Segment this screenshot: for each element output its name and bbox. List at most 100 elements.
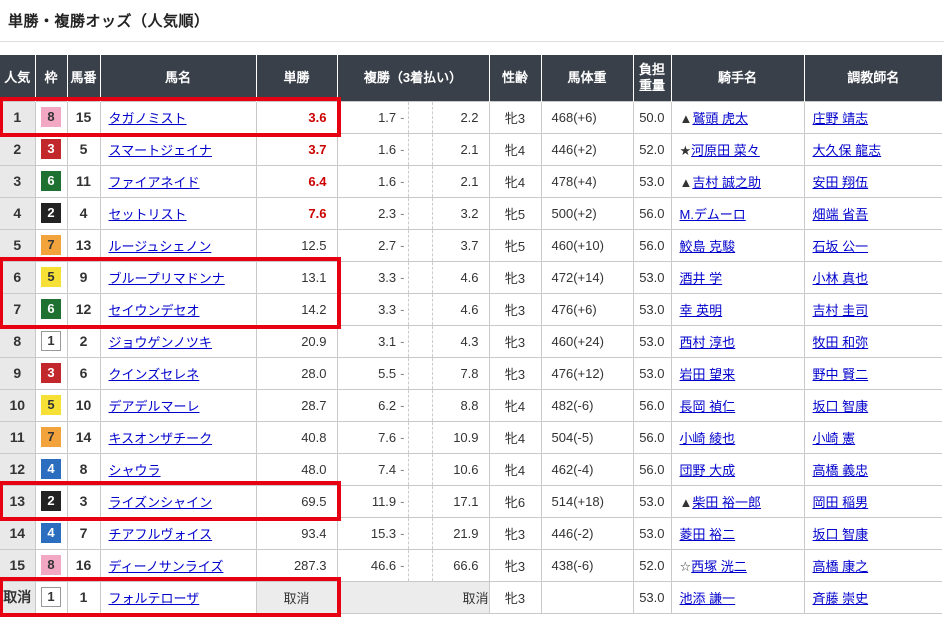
- header-number: 馬番: [66, 55, 100, 101]
- jockey-link[interactable]: 団野 大成: [679, 462, 736, 478]
- table-row: 11 7 14 キスオンザチーク 40.8 7.6- 10.9 牝4 504(-…: [0, 420, 943, 454]
- horse-name-link[interactable]: ライズンシャイン: [108, 494, 213, 510]
- table-row: 7 6 12 セイウンデセオ 14.2 3.3- 4.6 牝3 476(+6) …: [0, 292, 943, 326]
- horse-name-link[interactable]: クインズセレネ: [108, 366, 200, 382]
- horse-name-link[interactable]: セイウンデセオ: [108, 302, 200, 318]
- header-bracket: 枠: [34, 55, 67, 101]
- jockey-cell: 菱田 裕二: [670, 516, 805, 550]
- jockey-link[interactable]: 鮫島 克駿: [679, 238, 736, 254]
- trainer-link[interactable]: 野中 賢二: [812, 366, 869, 382]
- carried-weight-cell: 50.0: [632, 100, 672, 134]
- horse-name-link[interactable]: ジョウゲンノツキ: [108, 334, 212, 350]
- range-dash: -: [400, 333, 405, 349]
- horse-name-link[interactable]: タガノミスト: [108, 110, 187, 126]
- jockey-cell: ★河原田 菜々: [670, 132, 805, 166]
- jockey-link[interactable]: 柴田 裕一郎: [692, 494, 762, 510]
- horse-name-cell: キスオンザチーク: [99, 420, 257, 454]
- bracket-cell: 2: [34, 484, 68, 518]
- horse-name-cell: セットリスト: [99, 196, 257, 230]
- table-row: 10 5 10 デアデルマーレ 28.7 6.2- 8.8 牝4 482(-6)…: [0, 388, 943, 422]
- place-odds-max-cell: 2.2: [431, 100, 490, 134]
- trainer-link[interactable]: 小林 真也: [812, 270, 869, 286]
- weight-cell: 504(-5): [540, 420, 634, 454]
- sex-age-cell: 牝4: [488, 132, 542, 166]
- horse-number-cell: 3: [66, 484, 101, 518]
- apprentice-mark: ★: [679, 142, 692, 158]
- carried-weight-cell: 53.0: [632, 260, 672, 294]
- jockey-link[interactable]: 池添 謙一: [679, 590, 736, 606]
- bracket-cell: 3: [34, 132, 68, 166]
- jockey-link[interactable]: 吉村 誠之助: [692, 174, 762, 190]
- horse-name-cell: ジョウゲンノツキ: [99, 324, 257, 358]
- jockey-link[interactable]: 河原田 菜々: [691, 142, 760, 158]
- horse-name-cell: クインズセレネ: [99, 356, 257, 390]
- jockey-link[interactable]: 鷲頭 虎太: [692, 110, 749, 126]
- win-odds-cell: 93.4: [255, 516, 338, 550]
- horse-name-link[interactable]: キスオンザチーク: [108, 430, 213, 446]
- table-row: 4 2 4 セットリスト 7.6 2.3- 3.2 牝5 500(+2) 56.…: [0, 196, 943, 230]
- bracket-badge: 2: [41, 491, 61, 511]
- place-odds-max-cell: 4.3: [431, 324, 490, 358]
- trainer-link[interactable]: 小崎 憲: [812, 430, 856, 446]
- win-odds-cell: 287.3: [255, 548, 338, 582]
- horse-number-cell: 6: [66, 356, 101, 390]
- trainer-link[interactable]: 庄野 靖志: [812, 110, 869, 126]
- bracket-badge: 3: [41, 139, 61, 159]
- rank-cell: 2: [0, 132, 36, 166]
- trainer-link[interactable]: 石坂 公一: [812, 238, 869, 254]
- jockey-link[interactable]: M.デムーロ: [679, 206, 746, 222]
- jockey-link[interactable]: 幸 英明: [679, 302, 723, 318]
- jockey-link[interactable]: 西塚 洸二: [691, 558, 747, 574]
- horse-name-link[interactable]: ファイアネイド: [108, 174, 200, 190]
- table-row: 5 7 13 ルージュシェノン 12.5 2.7- 3.7 牝5 460(+10…: [0, 228, 943, 262]
- header-win: 単勝: [255, 55, 337, 101]
- range-dash: -: [400, 557, 405, 573]
- weight-cell: 478(+4): [540, 164, 634, 198]
- apprentice-mark: ▲: [679, 110, 693, 126]
- horse-name-link[interactable]: チアフルヴォイス: [108, 526, 213, 542]
- bracket-badge: 7: [41, 235, 61, 255]
- table-row: 8 1 2 ジョウゲンノツキ 20.9 3.1- 4.3 牝3 460(+24)…: [0, 324, 943, 358]
- horse-number-cell: 15: [66, 100, 101, 134]
- carried-weight-cell: 56.0: [632, 452, 672, 486]
- trainer-link[interactable]: 大久保 龍志: [812, 142, 882, 158]
- win-odds-cell: 20.9: [255, 324, 338, 358]
- jockey-link[interactable]: 西村 淳也: [679, 334, 736, 350]
- place-odds-min-cell: 46.6-: [336, 548, 409, 582]
- sex-age-cell: 牝3: [488, 260, 542, 294]
- header-jockey: 騎手名: [670, 55, 805, 101]
- trainer-cell: 岡田 稲男: [803, 484, 943, 518]
- trainer-link[interactable]: 畑端 省吾: [812, 206, 869, 222]
- jockey-link[interactable]: 菱田 裕二: [679, 526, 736, 542]
- place-odds-separator: [407, 388, 433, 422]
- jockey-cell: ☆西塚 洸二: [670, 548, 805, 582]
- carried-weight-cell: 56.0: [632, 228, 672, 262]
- header-place: 複勝（3着払い）: [336, 55, 490, 101]
- trainer-link[interactable]: 安田 翔伍: [812, 174, 869, 190]
- jockey-link[interactable]: 岩田 望来: [679, 366, 736, 382]
- trainer-link[interactable]: 牧田 和弥: [812, 334, 869, 350]
- jockey-link[interactable]: 長岡 禎仁: [679, 398, 736, 414]
- horse-name-link[interactable]: スマートジェイナ: [108, 142, 212, 158]
- trainer-link[interactable]: 高橋 義忠: [812, 462, 869, 478]
- range-dash: -: [400, 461, 405, 477]
- place-odds-min-cell: 1.7-: [336, 100, 409, 134]
- jockey-link[interactable]: 小崎 綾也: [679, 430, 736, 446]
- horse-name-link[interactable]: デアデルマーレ: [108, 398, 200, 414]
- trainer-link[interactable]: 斉藤 崇史: [812, 590, 869, 606]
- trainer-link[interactable]: 坂口 智康: [812, 398, 869, 414]
- horse-name-link[interactable]: ブループリマドンナ: [108, 270, 225, 286]
- place-odds-max-cell: 4.6: [431, 260, 490, 294]
- horse-name-link[interactable]: ルージュシェノン: [108, 238, 212, 254]
- jockey-cell: 池添 謙一: [670, 580, 805, 614]
- place-odds-min-cell: 7.6-: [336, 420, 409, 454]
- trainer-link[interactable]: 高橋 康之: [812, 558, 869, 574]
- horse-name-link[interactable]: フォルテローザ: [108, 590, 200, 606]
- trainer-link[interactable]: 岡田 稲男: [812, 494, 869, 510]
- trainer-link[interactable]: 吉村 圭司: [812, 302, 869, 318]
- horse-name-link[interactable]: シャウラ: [108, 462, 161, 478]
- trainer-link[interactable]: 坂口 智康: [812, 526, 869, 542]
- jockey-link[interactable]: 酒井 学: [679, 270, 723, 286]
- horse-name-link[interactable]: ディーノサンライズ: [108, 558, 224, 574]
- horse-name-link[interactable]: セットリスト: [108, 206, 187, 222]
